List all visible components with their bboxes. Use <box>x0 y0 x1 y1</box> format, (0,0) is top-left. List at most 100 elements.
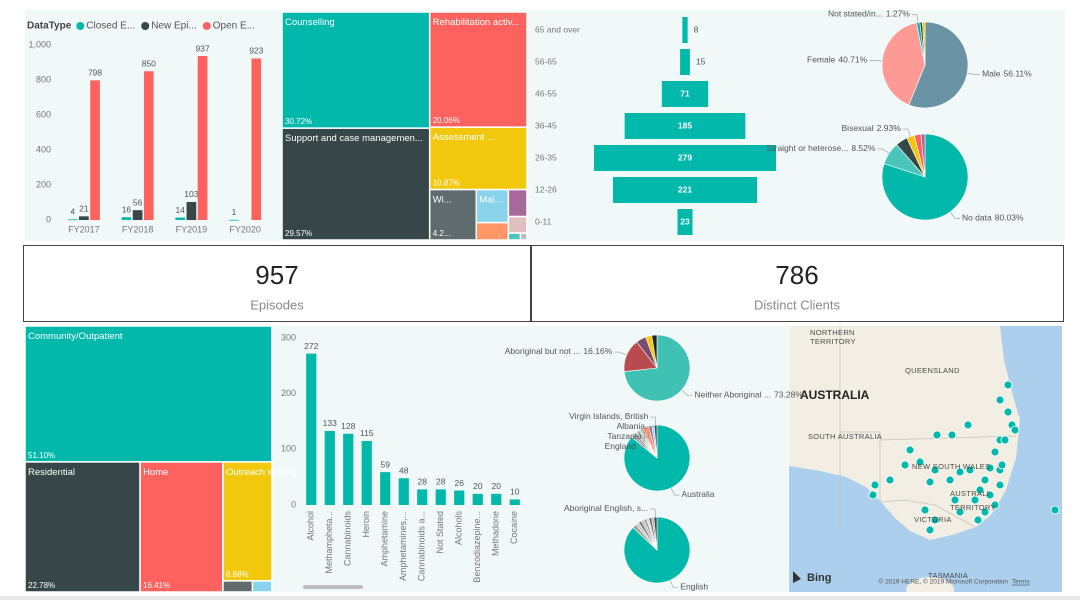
bar <box>132 210 143 220</box>
tile-value: 22.78% <box>28 581 55 590</box>
data-label: 56 <box>133 197 143 207</box>
pie-label-value: 8.52% <box>851 143 876 153</box>
tile-value: 8.88% <box>226 570 249 579</box>
pie-label: Straight or heterose... 8.52% <box>767 143 876 153</box>
data-label: 23 <box>680 216 690 226</box>
treemap-tile <box>139 461 224 593</box>
funnel-bar <box>682 17 688 43</box>
location-dot <box>995 395 1005 405</box>
pie-label: England <box>605 441 636 451</box>
location-dot <box>965 465 975 475</box>
state-border <box>879 440 976 528</box>
data-label: 923 <box>249 46 263 56</box>
tile-label: Residential <box>28 467 75 478</box>
bar <box>251 58 262 220</box>
y-tick-label: 400 <box>36 144 51 154</box>
bar <box>90 80 100 220</box>
bar <box>324 430 335 505</box>
pie-label-name: Virgin Islands, British <box>569 411 648 421</box>
tile-value: 10.87% <box>433 179 460 188</box>
pie-label: Aboriginal but not ... 16.16% <box>505 346 613 356</box>
location-dot <box>1010 425 1020 435</box>
map-label: TASMANIA <box>928 571 968 580</box>
pie-label-name: Female <box>807 55 836 65</box>
data-label: 28 <box>436 477 446 487</box>
treemap-tile <box>222 461 273 582</box>
y-tick-label: 0 <box>291 499 296 509</box>
category-label: 12-26 <box>535 184 557 194</box>
funnel-bar <box>680 49 690 75</box>
tile-value: 4.2... <box>433 229 451 238</box>
location-dot <box>885 475 895 485</box>
bar <box>79 216 89 220</box>
pie-slice <box>922 21 926 66</box>
bar <box>186 201 197 220</box>
data-label: 59 <box>381 459 391 469</box>
location-dot <box>932 430 942 440</box>
treemap-tile <box>428 188 477 241</box>
location-dot <box>930 515 940 525</box>
bar <box>398 478 409 505</box>
category-label: 0-11 <box>535 216 552 226</box>
y-tick-label: 600 <box>36 109 51 119</box>
bar <box>175 217 186 220</box>
legend-swatch <box>202 22 211 30</box>
tile-value: 51.10% <box>28 451 55 460</box>
bar <box>197 56 208 221</box>
bar <box>509 499 520 505</box>
data-label: 4 <box>70 207 75 217</box>
x-tick-label: FY2020 <box>229 224 261 234</box>
x-tick-label: FY2019 <box>176 224 208 234</box>
category-label: 56-65 <box>535 56 557 66</box>
funnel-bar <box>594 145 776 171</box>
pie-label-value: 40.71% <box>838 55 867 65</box>
map-label: NEW SOUTH WALES <box>912 462 990 471</box>
data-label: 28 <box>418 477 428 487</box>
pie-label-name: Aboriginal but not ... <box>505 346 581 356</box>
pie-label-name: Neither Aboriginal ... <box>695 390 772 400</box>
leader-line <box>877 148 890 154</box>
tile-label: Home <box>143 467 168 478</box>
funnel-bar <box>661 81 709 107</box>
pie-label: Female 40.71% <box>807 55 868 65</box>
x-tick-label: FY2018 <box>122 224 154 234</box>
scrollbar[interactable] <box>303 585 363 589</box>
pie-label-name: Straight or heterose... <box>767 143 849 153</box>
y-tick-label: 200 <box>281 388 296 398</box>
treemap-tile <box>281 127 431 241</box>
data-label: 71 <box>680 88 690 98</box>
tile-label: Assessment ... <box>433 132 495 143</box>
location-dot <box>973 515 983 525</box>
pie-label-name: Aboriginal English, s... <box>564 503 648 513</box>
location-dot <box>990 447 1000 457</box>
pie-slice <box>920 133 926 178</box>
pie-label: Male 56.11% <box>982 69 1032 79</box>
tile-label: Support and case managemen... <box>285 133 423 144</box>
map-label: TERRITORY <box>950 503 996 512</box>
location-dot <box>995 480 1005 490</box>
bing-icon <box>793 571 801 583</box>
leader-line <box>637 426 646 448</box>
data-label: 133 <box>323 418 337 428</box>
map-land <box>789 326 1020 540</box>
pie-slice <box>881 22 926 106</box>
map-terms[interactable]: Terms <box>1012 579 1030 586</box>
leader-line <box>967 72 981 76</box>
leader-line <box>869 60 883 62</box>
bar <box>491 493 502 505</box>
funnel-bar <box>624 113 746 139</box>
pie-label-name: Australia <box>681 489 714 499</box>
x-tick-label: FY2017 <box>68 224 100 234</box>
tile-label: Mai... <box>479 195 502 206</box>
data-label: 16 <box>122 204 132 214</box>
card-value: 786 <box>775 260 818 290</box>
location-dot <box>1003 380 1013 390</box>
bar <box>143 71 154 220</box>
data-label: 14 <box>175 205 185 215</box>
data-label: 128 <box>341 421 355 431</box>
pie-label-value: 80.03% <box>995 213 1024 223</box>
pie-label-value: 1.27% <box>886 9 911 19</box>
bar <box>417 489 428 505</box>
pie-label-value: 2.93% <box>877 123 902 133</box>
tile-label: Wi... <box>433 195 452 206</box>
